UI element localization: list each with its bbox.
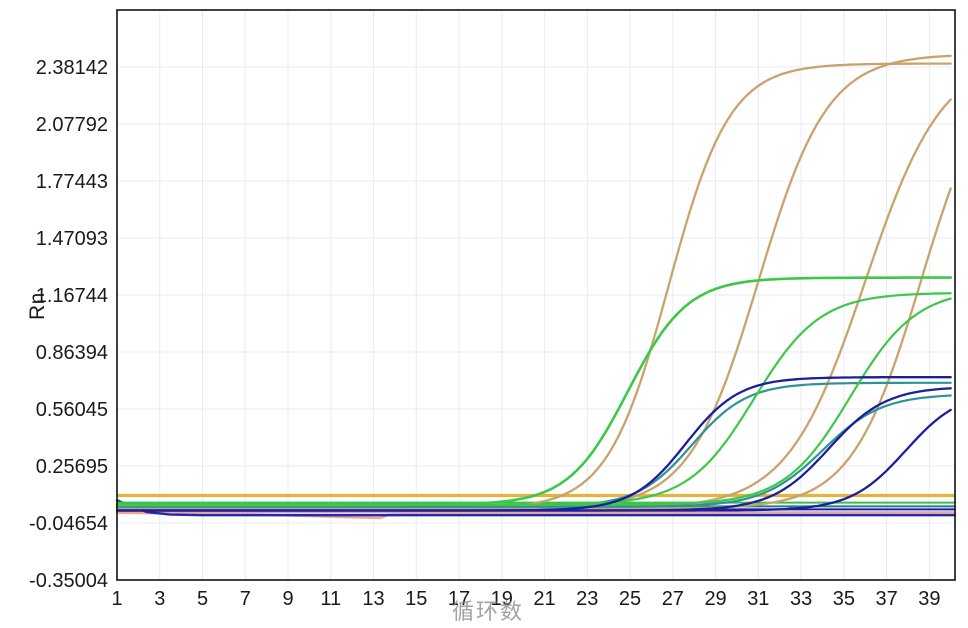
y-axis-title: Rn	[26, 292, 49, 320]
x-tick-label: 15	[405, 588, 427, 610]
x-tick-label: 23	[576, 588, 598, 610]
y-tick-label: 0.56045	[36, 399, 108, 421]
x-axis-title: 循环数	[452, 599, 525, 624]
y-tick-label: -0.04654	[29, 513, 108, 535]
x-tick-label: 7	[240, 588, 251, 610]
x-tick-label: 3	[154, 588, 165, 610]
x-tick-label: 39	[918, 588, 940, 610]
y-tick-label: 1.16744	[36, 285, 108, 307]
curve-amplification-teal-2	[115, 394, 952, 508]
x-tick-label: 21	[533, 588, 555, 610]
x-tick-label: 17	[448, 588, 470, 610]
x-tick-label: 25	[619, 588, 641, 610]
x-tick-label: 13	[362, 588, 384, 610]
curve-amplification-navy-3	[115, 408, 952, 512]
y-tick-label: 2.07792	[36, 114, 108, 136]
x-tick-label: 9	[282, 588, 293, 610]
x-tick-label: 27	[662, 588, 684, 610]
y-tick-label: 1.47093	[36, 228, 108, 250]
x-tick-label: 11	[320, 588, 341, 610]
x-tick-label: 19	[491, 588, 513, 610]
x-tick-label: 1	[111, 588, 122, 610]
y-tick-label: 1.77443	[36, 171, 108, 193]
x-tick-label: 37	[875, 588, 897, 610]
y-tick-label: 0.86394	[36, 342, 108, 364]
x-tick-label: 35	[833, 588, 855, 610]
x-tick-label: 29	[704, 588, 726, 610]
y-tick-label: -0.35004	[29, 570, 108, 592]
x-tick-label: 31	[747, 588, 769, 610]
y-tick-label: 0.25695	[36, 456, 108, 478]
x-tick-label: 5	[197, 588, 208, 610]
y-tick-label: 2.38142	[36, 57, 108, 79]
curve-amplification-tan-4	[115, 187, 952, 510]
plot-border	[116, 9, 956, 581]
x-tick-label: 33	[790, 588, 812, 610]
curve-amplification-green-3	[115, 297, 952, 506]
